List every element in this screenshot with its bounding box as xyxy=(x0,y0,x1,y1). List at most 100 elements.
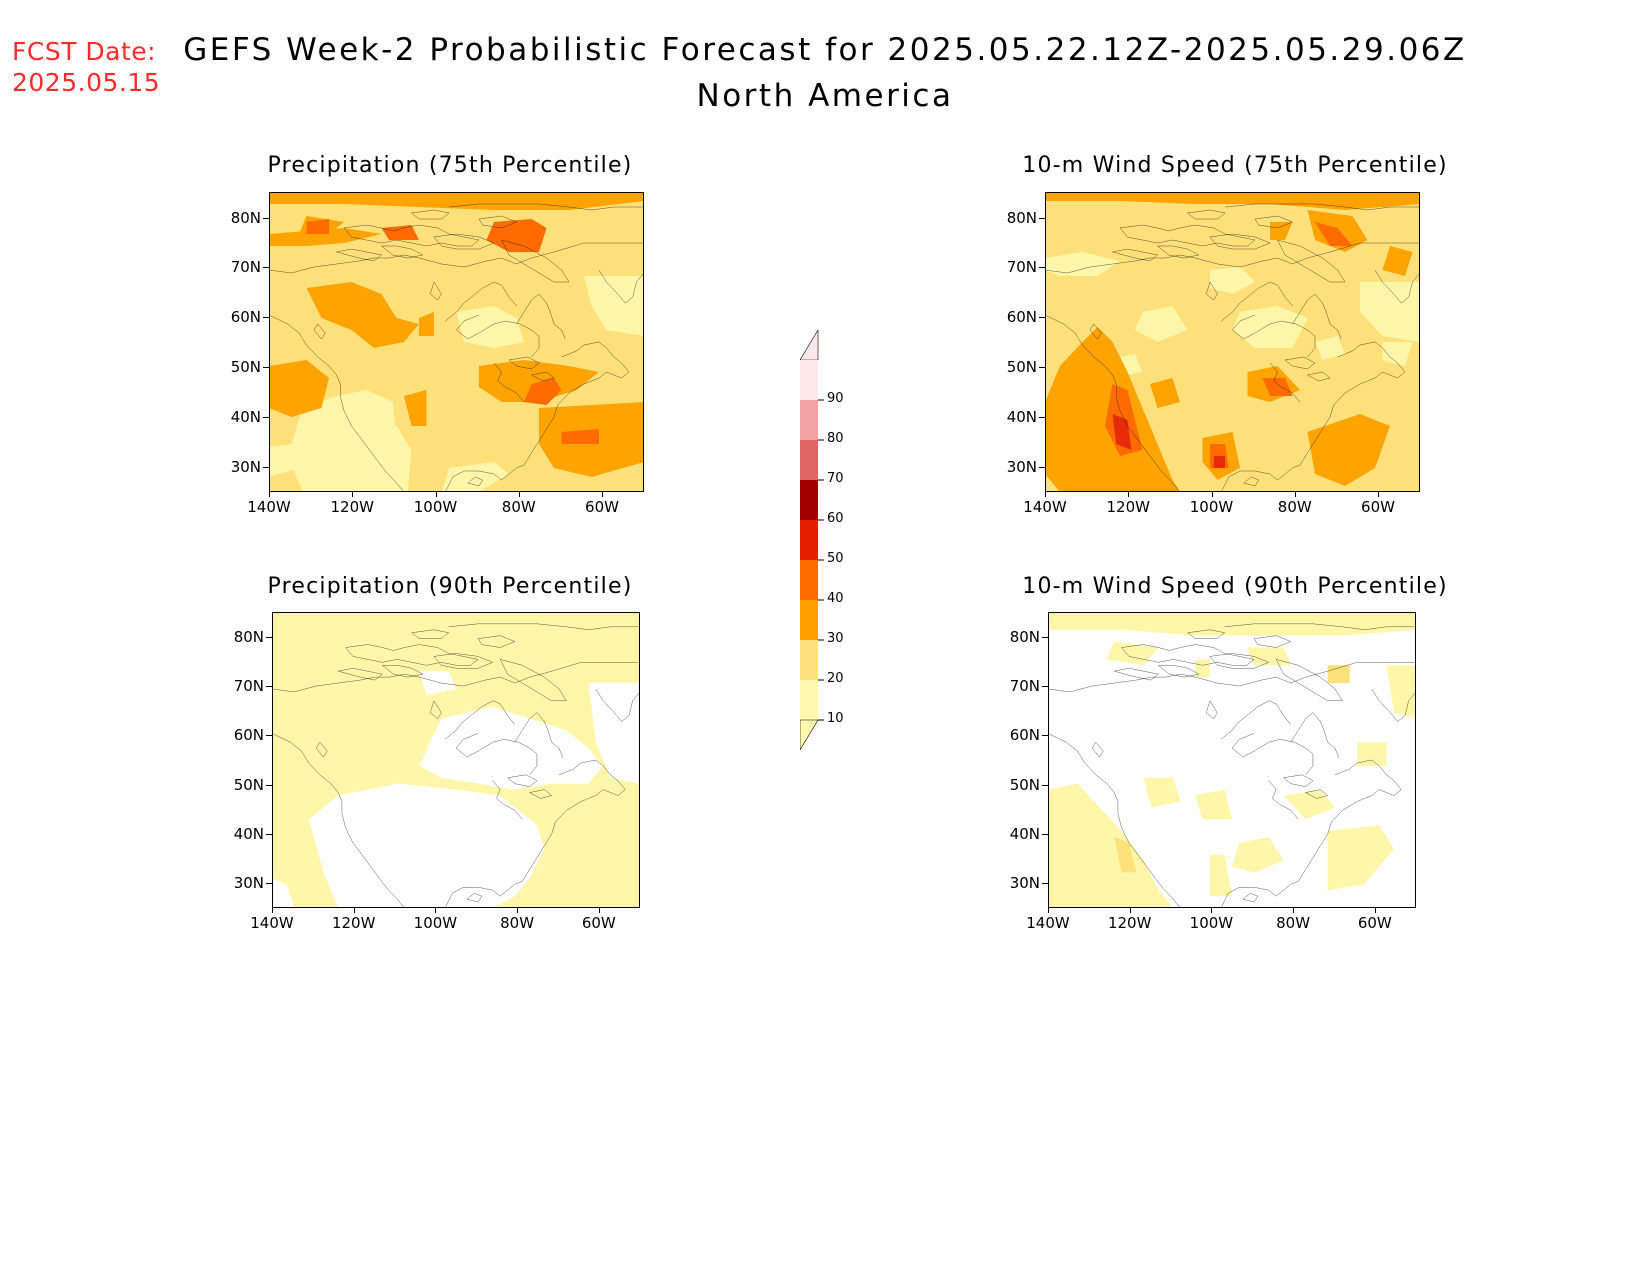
coastline xyxy=(1114,668,1158,680)
coastline xyxy=(1206,701,1217,719)
coastline xyxy=(1188,630,1225,639)
coastline xyxy=(530,790,552,799)
lat-label: 30N xyxy=(1009,873,1040,892)
contour-fill xyxy=(1386,665,1416,719)
lat-label: 80N xyxy=(1009,628,1040,647)
coastline xyxy=(1158,246,1199,258)
coastline xyxy=(456,733,537,774)
coastline xyxy=(479,216,517,228)
coastline xyxy=(494,363,524,402)
contour-fill xyxy=(584,276,644,336)
coastline xyxy=(445,760,625,908)
lat-tick xyxy=(266,686,272,688)
contour-fill xyxy=(588,683,640,784)
coastline xyxy=(412,210,450,219)
region-subtitle: North America xyxy=(696,78,954,114)
lat-tick xyxy=(1042,882,1048,884)
coastline xyxy=(434,653,493,668)
contour-fill xyxy=(1360,282,1420,342)
lon-label: 100W xyxy=(413,498,458,516)
lat-label: 70N xyxy=(233,677,264,696)
coastline xyxy=(1243,893,1258,902)
coastline xyxy=(1225,204,1420,210)
lat-label: 80N xyxy=(1006,208,1037,227)
colorbar-label: 30 xyxy=(827,631,844,646)
contour-fill xyxy=(524,378,562,405)
lat-tick xyxy=(1042,784,1048,786)
contour-fill xyxy=(1150,378,1180,408)
colorbar-label: 70 xyxy=(827,471,844,486)
contour-fill xyxy=(344,294,389,318)
coastline xyxy=(478,636,515,648)
coastline xyxy=(1255,216,1293,228)
lat-label: 60N xyxy=(1009,726,1040,745)
map-precip-90 xyxy=(272,612,640,908)
coastline xyxy=(430,701,441,719)
coastline xyxy=(1232,733,1313,774)
lon-tick xyxy=(517,908,519,913)
contour-fill xyxy=(1307,414,1390,486)
lat-label: 80N xyxy=(230,208,261,227)
coastline xyxy=(1221,282,1292,321)
lat-tick xyxy=(263,416,269,418)
lon-tick xyxy=(518,492,520,497)
contour-fill xyxy=(456,306,524,348)
lon-tick xyxy=(1293,908,1295,913)
colorbar-label: 40 xyxy=(827,591,844,606)
lon-tick xyxy=(1045,492,1046,497)
contour-fill xyxy=(1315,222,1353,246)
contour-fill xyxy=(561,429,599,444)
coastline xyxy=(1306,790,1328,799)
colorbar-label: 50 xyxy=(827,551,844,566)
contour-fill xyxy=(1246,647,1291,666)
lat-label: 40N xyxy=(1006,407,1037,426)
coastline xyxy=(517,294,566,339)
coastline xyxy=(1284,775,1313,787)
lon-tick xyxy=(1048,908,1049,913)
lat-tick xyxy=(1039,217,1045,219)
colorbar-segment xyxy=(800,480,818,520)
colorbar-label: 80 xyxy=(827,431,844,446)
coastline xyxy=(1276,659,1342,700)
lat-tick xyxy=(1042,735,1048,737)
lat-tick xyxy=(263,267,269,269)
contour-fill xyxy=(1114,836,1137,873)
lat-label: 30N xyxy=(230,457,261,476)
lon-tick xyxy=(1211,492,1213,497)
coastline xyxy=(382,246,423,258)
map-wind-75 xyxy=(1045,192,1420,492)
contour-fill xyxy=(269,444,299,477)
lat-tick xyxy=(1039,366,1045,368)
contour-fill xyxy=(1209,854,1232,897)
map-canvas xyxy=(269,192,644,492)
contour-fill xyxy=(269,360,329,417)
contour-fill xyxy=(1045,192,1420,210)
map-canvas xyxy=(1045,192,1420,492)
lat-label: 60N xyxy=(233,726,264,745)
map-canvas xyxy=(1048,612,1416,908)
lon-tick xyxy=(1128,492,1130,497)
coastline xyxy=(1244,477,1259,486)
coastline xyxy=(430,282,441,300)
lat-label: 40N xyxy=(230,407,261,426)
lat-label: 60N xyxy=(1006,308,1037,327)
colorbar-label: 90 xyxy=(827,391,844,406)
coastline xyxy=(508,775,537,787)
coastline xyxy=(449,624,640,630)
colorbar-bottom-extension xyxy=(800,719,819,750)
contour-fill xyxy=(1270,222,1293,240)
lon-tick xyxy=(1374,908,1376,913)
lon-tick xyxy=(1378,492,1379,497)
coastline xyxy=(596,689,640,722)
lon-tick xyxy=(352,492,354,497)
lat-label: 60N xyxy=(230,308,261,327)
lat-label: 40N xyxy=(1009,824,1040,843)
contour-fill xyxy=(404,390,427,426)
lat-tick xyxy=(1042,833,1048,835)
coastline xyxy=(272,662,640,692)
coastline xyxy=(1254,636,1291,648)
panel-title-precip-75: Precipitation (75th Percentile) xyxy=(267,153,633,178)
lon-tick xyxy=(435,492,437,497)
lat-tick xyxy=(263,217,269,219)
contour-fill xyxy=(1357,742,1387,766)
